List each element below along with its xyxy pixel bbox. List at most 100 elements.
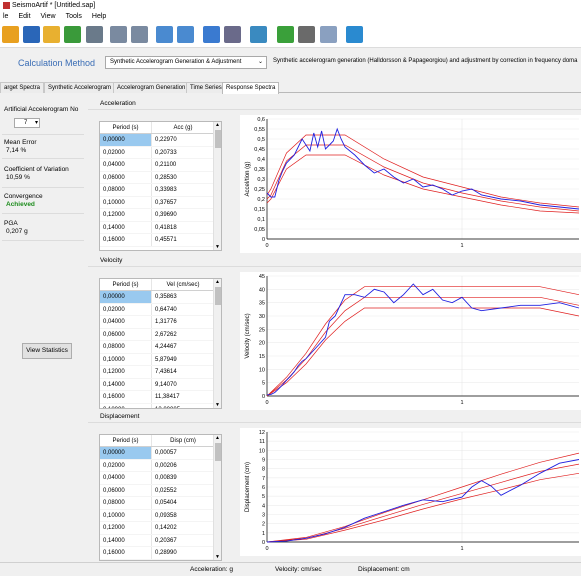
cell-value[interactable]: 9,14070 (155, 381, 177, 388)
cell-period[interactable]: 0,10000 (100, 196, 152, 208)
cell-period[interactable]: 0,06000 (100, 328, 152, 340)
table-row[interactable]: 0,12000 0,14202 (100, 522, 221, 535)
tab-synthetic-accelerogram[interactable]: Synthetic Accelerogram (44, 82, 116, 93)
col-value-header[interactable]: Acc (g) (173, 125, 193, 131)
cell-value[interactable]: 0,64740 (155, 306, 177, 313)
table-row[interactable]: 0,08000 0,05404 (100, 497, 221, 510)
table-row[interactable]: 0,10000 5,87949 (100, 353, 221, 366)
cell-value[interactable]: 0,02552 (155, 487, 177, 494)
cell-period[interactable]: 0,00000 (100, 134, 152, 146)
col-period-header[interactable]: Period (s) (100, 279, 152, 290)
scrollbar[interactable]: ▲ ▼ (213, 279, 221, 408)
copy-icon[interactable] (110, 26, 127, 43)
table-row[interactable]: 0,16000 0,28990 (100, 547, 221, 560)
cell-value[interactable]: 0,14202 (155, 525, 177, 531)
cell-period[interactable]: 0,14000 (100, 378, 152, 390)
cell-period[interactable]: 0,02000 (100, 146, 152, 158)
cell-period[interactable]: 0,16000 (100, 234, 152, 246)
velocity-table[interactable]: Period (s) Vel (cm/sec) 0,00000 0,35863 0,02… (99, 278, 222, 409)
cell-period[interactable]: 0,02000 (100, 303, 152, 315)
cell-period[interactable]: 0,12000 (100, 366, 152, 378)
cell-period[interactable]: 0,04000 (100, 159, 152, 171)
cell-value[interactable]: 0,00057 (155, 450, 177, 456)
table-row[interactable]: 0,12000 0,39690 (100, 209, 221, 222)
table-row[interactable]: 0,02000 0,00206 (100, 459, 221, 472)
settings-icon[interactable] (224, 26, 241, 43)
cell-value[interactable]: 0,41818 (155, 224, 177, 231)
cell-period[interactable]: 0,04000 (100, 316, 152, 328)
cell-value[interactable]: 0,37657 (155, 199, 177, 206)
table-row[interactable]: 0,12000 7,43614 (100, 366, 221, 379)
tab-target-spectra[interactable]: arget Spectra (0, 82, 45, 93)
cell-period[interactable]: 0,10000 (100, 353, 152, 365)
table-row[interactable]: 0,08000 4,24467 (100, 341, 221, 354)
cell-value[interactable]: 1,31776 (155, 319, 177, 325)
cell-period[interactable]: 0,08000 (100, 184, 152, 196)
scroll-up-icon[interactable]: ▲ (215, 122, 220, 128)
cell-period[interactable]: 0,08000 (100, 497, 152, 509)
cell-value[interactable]: 2,67262 (155, 331, 177, 338)
cell-period[interactable]: 0,06000 (100, 484, 152, 496)
table-row[interactable]: 0,00000 0,35863 (100, 291, 221, 304)
table-row[interactable]: 0,04000 1,31776 (100, 316, 221, 329)
scroll-down-icon[interactable]: ▼ (215, 554, 220, 560)
cell-value[interactable]: 0,00206 (155, 462, 177, 469)
col-value-header[interactable]: Vel (cm/sec) (166, 282, 200, 288)
table-row[interactable]: 0,08000 0,33983 (100, 184, 221, 197)
displacement-table[interactable]: Period (s) Disp (cm) 0,00000 0,00057 0,02000… (99, 434, 222, 561)
table-row[interactable]: 0,00000 0,00057 (100, 447, 221, 460)
scroll-thumb[interactable] (215, 443, 221, 461)
table-row[interactable]: 0,06000 0,28530 (100, 171, 221, 184)
table-row[interactable]: 0,06000 2,67262 (100, 328, 221, 341)
menu-view[interactable]: View (40, 13, 56, 20)
cell-value[interactable]: 4,24467 (155, 344, 177, 350)
cell-period[interactable]: 0,16000 (100, 391, 152, 403)
accel-no-spinner[interactable]: 7 ▾ (14, 118, 40, 128)
table-row[interactable]: 0,02000 0,20733 (100, 146, 221, 159)
acceleration-table[interactable]: Period (s) Acc (g) 0,00000 0,22970 0,02000 0,… (99, 121, 222, 251)
scroll-down-icon[interactable]: ▼ (215, 402, 220, 408)
cell-value[interactable]: 0,39690 (155, 212, 177, 218)
cell-period[interactable]: 0,12000 (100, 522, 152, 534)
report-icon[interactable] (250, 26, 267, 43)
table-row[interactable]: 0,10000 0,09358 (100, 509, 221, 522)
process-icon[interactable] (203, 26, 220, 43)
web-icon[interactable] (346, 26, 363, 43)
cell-value[interactable]: 0,33983 (155, 187, 177, 193)
cell-period[interactable]: 0,16000 (100, 547, 152, 559)
scroll-up-icon[interactable]: ▲ (215, 435, 220, 441)
cell-value[interactable]: 5,87949 (155, 356, 177, 363)
table-row[interactable]: 0,10000 0,37657 (100, 196, 221, 209)
menu-edit[interactable]: Edit (18, 13, 31, 20)
tab-accelerogram-generation[interactable]: Accelerogram Generation (113, 82, 190, 93)
cell-period[interactable]: 0,10000 (100, 509, 152, 521)
scroll-thumb[interactable] (215, 287, 221, 305)
tools-icon[interactable] (298, 26, 315, 43)
menu-tools[interactable]: Tools (65, 13, 82, 20)
zoom-in-icon[interactable] (156, 26, 173, 43)
cell-period[interactable]: 0,00000 (100, 447, 152, 459)
cell-period[interactable]: 0,00000 (100, 291, 152, 303)
link-icon[interactable] (320, 26, 337, 43)
table-row[interactable]: 0,04000 0,21100 (100, 159, 221, 172)
cell-value[interactable]: 0,21100 (155, 162, 177, 168)
help-icon[interactable] (277, 26, 294, 43)
scrollbar[interactable]: ▲ ▼ (213, 122, 221, 250)
print-icon[interactable] (86, 26, 103, 43)
tab-time-series[interactable]: Time Series (186, 82, 226, 93)
cell-period[interactable]: 0,14000 (100, 534, 152, 546)
menu-file[interactable]: le (3, 13, 9, 20)
cell-value[interactable]: 0,28530 (155, 174, 177, 181)
cell-value[interactable]: 0,35863 (155, 294, 177, 300)
cell-period[interactable]: 0,12000 (100, 209, 152, 221)
table-row[interactable]: 0,14000 0,20367 (100, 534, 221, 547)
cell-value[interactable]: 0,20367 (155, 537, 177, 544)
cell-value[interactable]: 0,22970 (155, 137, 177, 143)
table-row[interactable]: 0,04000 0,00839 (100, 472, 221, 485)
paste-icon[interactable] (131, 26, 148, 43)
open-icon[interactable] (43, 26, 60, 43)
col-value-header[interactable]: Disp (cm) (170, 438, 196, 444)
cell-period[interactable]: 0,18000 (100, 403, 152, 408)
scroll-down-icon[interactable]: ▼ (215, 244, 220, 250)
cell-period[interactable]: 0,04000 (100, 472, 152, 484)
